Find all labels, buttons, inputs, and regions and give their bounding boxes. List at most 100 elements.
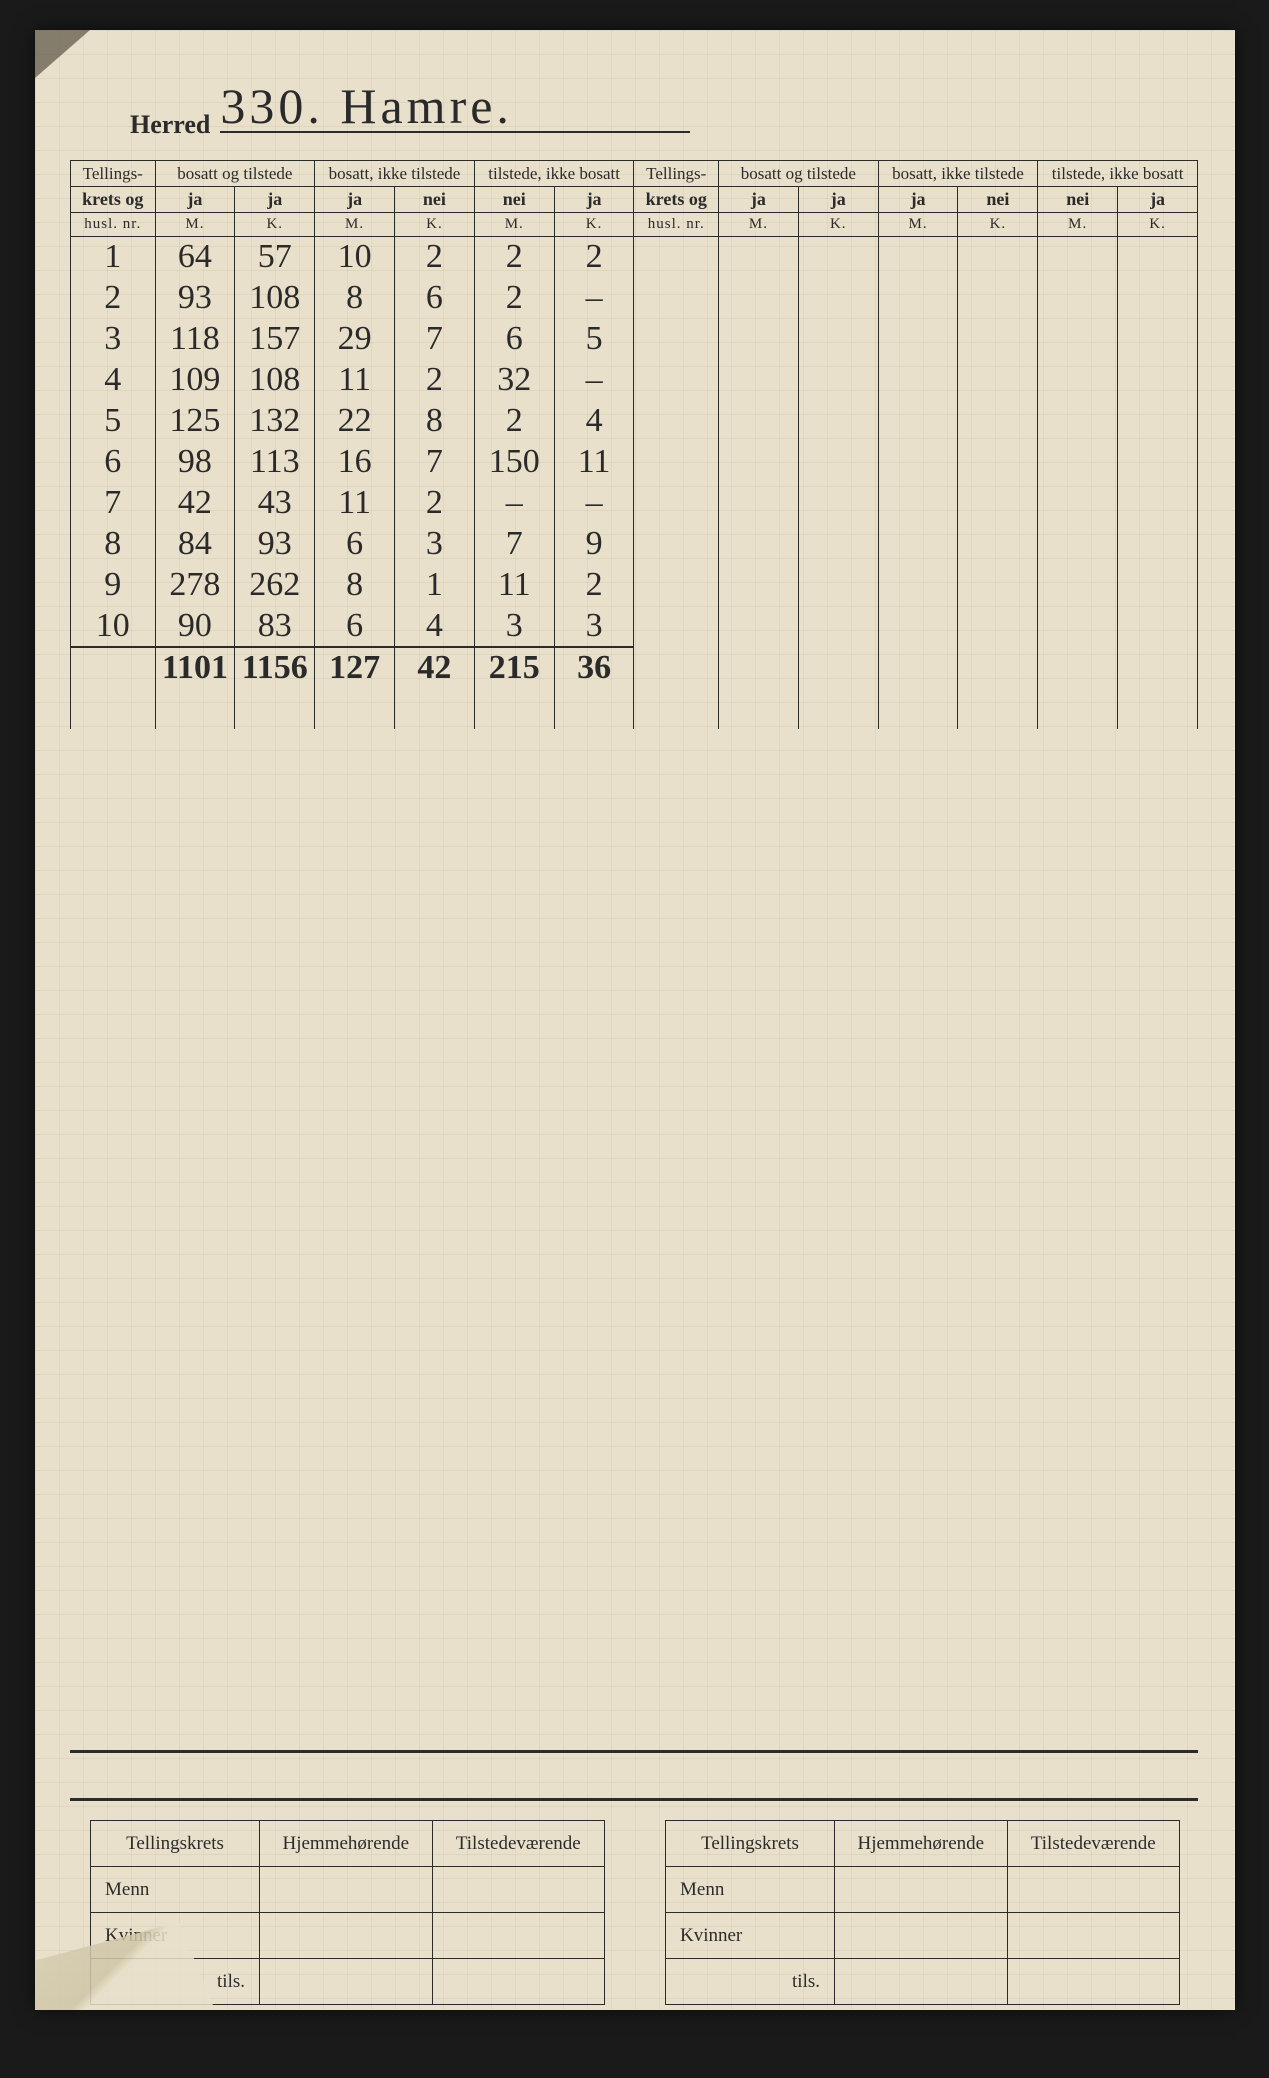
- sum-row-menn: Menn: [91, 1867, 260, 1913]
- empty-cell: [878, 278, 958, 319]
- herred-label: Herred: [130, 110, 210, 140]
- filler-cell: [554, 688, 634, 729]
- empty-cell: [634, 565, 719, 606]
- data-cell: 2: [474, 237, 554, 278]
- empty-cell: [1038, 442, 1118, 483]
- totals-cell: 42: [395, 647, 475, 688]
- empty-cell: [1118, 483, 1198, 524]
- data-cell: 150: [474, 442, 554, 483]
- row-id: 3: [71, 319, 156, 360]
- data-cell: 2: [395, 237, 475, 278]
- data-cell: 4: [554, 401, 634, 442]
- empty-cell: [634, 483, 719, 524]
- data-cell: 6: [315, 606, 395, 647]
- filler-cell: [958, 688, 1038, 729]
- g2-sub-m: nei: [474, 187, 554, 213]
- data-cell: 93: [235, 524, 315, 565]
- mk-k-2: K.: [554, 213, 634, 237]
- empty-cell: [1038, 360, 1118, 401]
- corner-fold: [35, 30, 90, 78]
- census-sheet: Herred 330. Hamre. Tellings- bosatt og t…: [35, 30, 1235, 2010]
- divider-1: [70, 1750, 1198, 1753]
- empty-cell: [1038, 401, 1118, 442]
- filler-row: [71, 688, 1198, 729]
- row-id: 6: [71, 442, 156, 483]
- empty-cell: [634, 278, 719, 319]
- empty-cell: [1118, 606, 1198, 647]
- empty-cell: [958, 401, 1038, 442]
- data-cell: 2: [554, 565, 634, 606]
- g0-sub-m: ja: [155, 187, 235, 213]
- data-cell: 132: [235, 401, 315, 442]
- mk-k-0: K.: [235, 213, 315, 237]
- totals-cell: 36: [554, 647, 634, 688]
- id-header-3b: husl. nr.: [634, 213, 719, 237]
- empty-cell: [1118, 319, 1198, 360]
- data-cell: 5: [554, 319, 634, 360]
- data-cell: 22: [315, 401, 395, 442]
- group-0b-title: bosatt og tilstede: [719, 161, 879, 187]
- data-cell: 118: [155, 319, 235, 360]
- data-cell: 16: [315, 442, 395, 483]
- mk-m-0b: M.: [719, 213, 799, 237]
- group-0-title: bosatt og tilstede: [155, 161, 315, 187]
- empty-cell: [878, 565, 958, 606]
- g1-sub-k: nei: [395, 187, 475, 213]
- empty-cell: [1038, 524, 1118, 565]
- sum-cell: [1007, 1867, 1179, 1913]
- empty-cell: [958, 319, 1038, 360]
- filler-cell: [1038, 688, 1118, 729]
- empty-cell: [719, 442, 799, 483]
- data-cell: 2: [395, 483, 475, 524]
- data-cell: –: [554, 483, 634, 524]
- g1b-sub-k: nei: [958, 187, 1038, 213]
- data-cell: 7: [395, 319, 475, 360]
- empty-cell: [958, 442, 1038, 483]
- empty-cell: [1118, 401, 1198, 442]
- data-cell: 278: [155, 565, 235, 606]
- empty-cell: [958, 360, 1038, 401]
- group-1-title: bosatt, ikke tilstede: [315, 161, 475, 187]
- empty-cell: [878, 237, 958, 278]
- sum-row-menn-r: Menn: [666, 1867, 835, 1913]
- empty-cell: [958, 483, 1038, 524]
- empty-cell: [1038, 237, 1118, 278]
- data-cell: 6: [395, 278, 475, 319]
- table-row: 69811316715011: [71, 442, 1198, 483]
- data-cell: 90: [155, 606, 235, 647]
- empty-cell: [1038, 565, 1118, 606]
- sum-cell: [1007, 1959, 1179, 2005]
- totals-cell: 127: [315, 647, 395, 688]
- data-cell: 83: [235, 606, 315, 647]
- empty-cell: [878, 647, 958, 688]
- herred-header: Herred 330. Hamre.: [130, 110, 690, 140]
- data-cell: 8: [395, 401, 475, 442]
- sum-cell: [260, 1959, 433, 2005]
- empty-cell: [719, 237, 799, 278]
- sum-col-hjem-r: Hjemmehørende: [835, 1821, 1008, 1867]
- g2b-sub-m: nei: [1038, 187, 1118, 213]
- empty-cell: [1118, 565, 1198, 606]
- empty-cell: [634, 647, 719, 688]
- empty-cell: [958, 606, 1038, 647]
- data-cell: 262: [235, 565, 315, 606]
- sum-cell: [260, 1867, 433, 1913]
- id-header-3: husl. nr.: [71, 213, 156, 237]
- empty-cell: [798, 524, 878, 565]
- data-cell: 8: [315, 278, 395, 319]
- id-header-1: Tellings-: [71, 161, 156, 187]
- empty-cell: [878, 442, 958, 483]
- empty-cell: [798, 442, 878, 483]
- data-cell: –: [554, 360, 634, 401]
- data-cell: 2: [554, 237, 634, 278]
- empty-cell: [798, 606, 878, 647]
- data-cell: 98: [155, 442, 235, 483]
- filler-cell: [235, 688, 315, 729]
- g1-sub-m: ja: [315, 187, 395, 213]
- sum-col-tell: Tellingskrets: [91, 1821, 260, 1867]
- empty-cell: [798, 237, 878, 278]
- table-row: 927826281112: [71, 565, 1198, 606]
- data-cell: 43: [235, 483, 315, 524]
- data-cell: 11: [315, 360, 395, 401]
- data-cell: 64: [155, 237, 235, 278]
